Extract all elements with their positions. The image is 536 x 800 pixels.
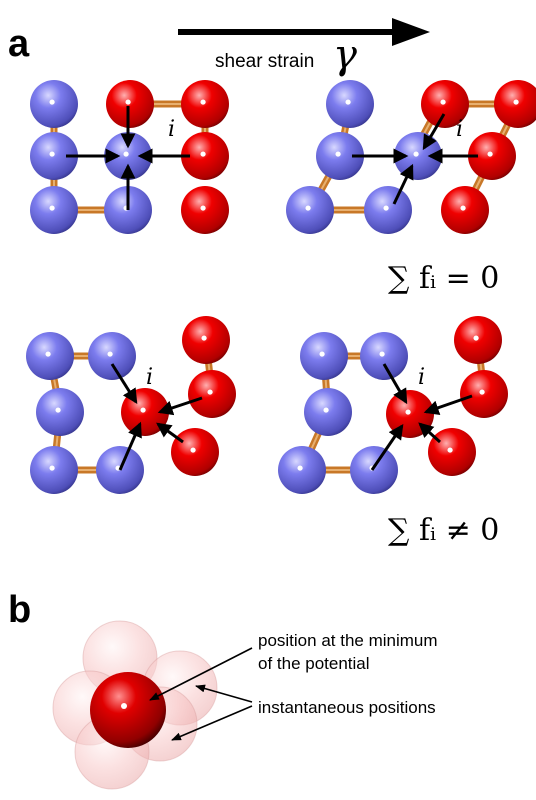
force-balance-equation: ∑ fᵢ = 0 — [388, 261, 499, 296]
blue-atom — [350, 446, 398, 494]
force-arrow — [158, 424, 183, 442]
atom-highlight — [45, 351, 50, 356]
panel-label-a: a — [8, 23, 30, 65]
atom-highlight — [383, 205, 388, 210]
red-atom — [454, 316, 502, 364]
atom-highlight — [125, 99, 130, 104]
red-atom — [181, 80, 229, 128]
atom-i-label: i — [146, 365, 153, 390]
atom-highlight — [487, 151, 492, 156]
red-atom — [460, 370, 508, 418]
red-atom — [171, 428, 219, 476]
atom-highlight — [440, 99, 445, 104]
atom-highlight — [121, 703, 127, 709]
blue-atom — [304, 388, 352, 436]
atom-highlight — [513, 99, 518, 104]
atom-i-label: i — [456, 117, 463, 142]
minimum-position-atom — [90, 672, 166, 748]
red-atom — [181, 186, 229, 234]
shear-strain-label: shear strain — [215, 51, 314, 72]
atom-highlight — [140, 407, 145, 412]
blue-atom — [88, 332, 136, 380]
atom-highlight — [123, 151, 128, 156]
atom-highlight — [49, 99, 54, 104]
atom-highlight — [413, 151, 418, 156]
atom-highlight — [200, 205, 205, 210]
atom-highlight — [49, 151, 54, 156]
blue-atom — [300, 332, 348, 380]
atom-highlight — [201, 335, 206, 340]
atom-highlight — [473, 335, 478, 340]
annotation-minimum-position: of the potential — [258, 654, 370, 673]
blue-atom — [286, 186, 334, 234]
atom-highlight — [379, 351, 384, 356]
red-atom — [106, 80, 154, 128]
blue-atom — [30, 446, 78, 494]
annotation-minimum-position: position at the minimum — [258, 631, 438, 650]
atom-highlight — [200, 99, 205, 104]
atom-highlight — [305, 205, 310, 210]
annotation-instantaneous-positions: instantaneous positions — [258, 698, 436, 717]
atom-highlight — [447, 447, 452, 452]
atom-highlight — [297, 465, 302, 470]
atom-highlight — [200, 151, 205, 156]
force-imbalance-equation: ∑ fᵢ ≠ 0 — [388, 513, 499, 548]
red-atom — [182, 316, 230, 364]
atom-highlight — [55, 407, 60, 412]
red-atom — [188, 370, 236, 418]
atom-highlight — [405, 409, 410, 414]
atom-highlight — [207, 389, 212, 394]
blue-atom — [36, 388, 84, 436]
atom-i-label: i — [418, 365, 425, 390]
atom-i-label: i — [168, 117, 175, 142]
blue-atom — [360, 332, 408, 380]
red-atom — [441, 186, 489, 234]
atom-highlight — [319, 351, 324, 356]
shear-arrowhead — [392, 18, 430, 46]
blue-atom — [26, 332, 74, 380]
atom-highlight — [335, 151, 340, 156]
shear-strain-symbol: γ — [333, 32, 357, 78]
blue-atom — [30, 186, 78, 234]
atom-highlight — [479, 389, 484, 394]
blue-atom — [326, 80, 374, 128]
panel-label-b: b — [8, 589, 31, 631]
blue-atom — [278, 446, 326, 494]
red-atom — [428, 428, 476, 476]
atom-highlight — [460, 205, 465, 210]
atom-highlight — [107, 351, 112, 356]
atom-highlight — [345, 99, 350, 104]
blue-atom — [30, 80, 78, 128]
atom-highlight — [323, 407, 328, 412]
atom-highlight — [49, 465, 54, 470]
atom-highlight — [49, 205, 54, 210]
atom-highlight — [190, 447, 195, 452]
blue-atom — [364, 186, 412, 234]
